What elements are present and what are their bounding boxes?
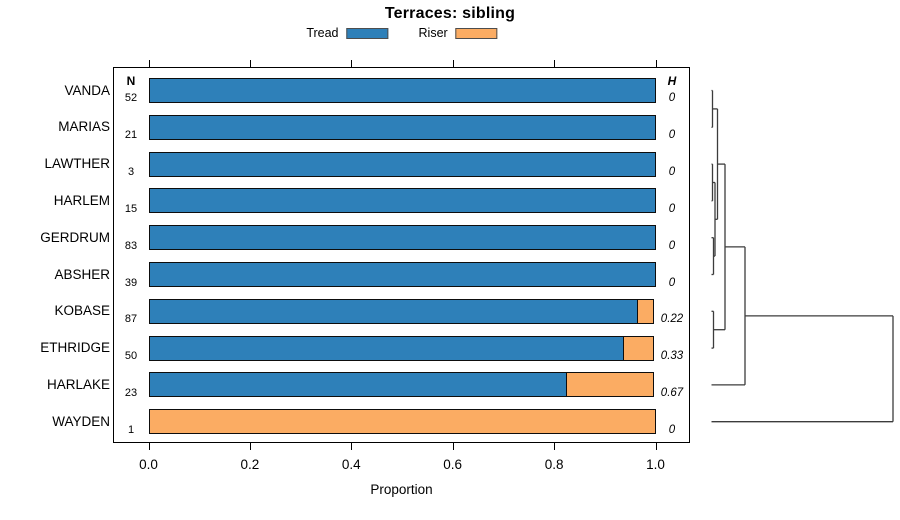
n-value: 23 bbox=[124, 386, 138, 399]
h-value: 0 bbox=[668, 239, 676, 252]
category-label-marias: MARIAS bbox=[58, 119, 110, 135]
stacked-bar-harlake bbox=[148, 372, 654, 398]
category-label-wayden: WAYDEN bbox=[52, 413, 110, 429]
axis-tick-top bbox=[452, 60, 454, 67]
h-value: 0.33 bbox=[660, 350, 684, 363]
n-value: 52 bbox=[124, 91, 138, 104]
plot-area-frame bbox=[113, 67, 690, 443]
legend: Tread Riser bbox=[306, 26, 498, 40]
axis-tick-bottom bbox=[554, 443, 556, 450]
category-label-absher: ABSHER bbox=[54, 266, 110, 282]
x-tick-label: 0.6 bbox=[443, 457, 463, 472]
n-value: 3 bbox=[127, 166, 135, 179]
category-label-gerdrum: GERDRUM bbox=[40, 229, 110, 245]
category-label-ethridge: ETHRIDGE bbox=[40, 340, 110, 356]
axis-tick-bottom bbox=[655, 443, 657, 450]
axis-tick-bottom bbox=[249, 443, 252, 450]
axis-tick-bottom bbox=[148, 443, 150, 450]
axis-tick-top bbox=[249, 60, 252, 67]
x-axis-title: Proportion bbox=[370, 482, 433, 497]
axis-tick-top bbox=[148, 60, 150, 67]
h-value: 0 bbox=[668, 129, 676, 142]
tread-segment bbox=[148, 262, 656, 287]
axis-tick-bottom bbox=[351, 443, 353, 450]
tread-segment bbox=[148, 225, 656, 251]
x-tick-label: 0.0 bbox=[139, 457, 158, 472]
tread-segment bbox=[148, 335, 626, 361]
x-tick-label: 1.0 bbox=[646, 457, 665, 472]
stacked-bar-ethridge bbox=[148, 335, 654, 361]
tread-segment bbox=[148, 151, 656, 177]
h-value: 0.22 bbox=[660, 313, 684, 326]
legend-item-tread: Tread bbox=[306, 26, 389, 40]
n-value: 21 bbox=[124, 129, 138, 142]
n-value: 15 bbox=[124, 202, 138, 215]
tread-segment bbox=[148, 372, 568, 398]
legend-swatch bbox=[455, 27, 498, 39]
category-label-kobase: KOBASE bbox=[54, 303, 110, 319]
category-label-vanda: VANDA bbox=[64, 82, 110, 98]
stacked-bar-gerdrum bbox=[148, 225, 656, 251]
h-value: 0 bbox=[668, 91, 676, 104]
x-tick-label: 0.8 bbox=[544, 457, 564, 472]
legend-swatch bbox=[346, 27, 389, 39]
riser-segment bbox=[623, 335, 654, 361]
riser-segment bbox=[636, 298, 654, 324]
legend-label: Tread bbox=[306, 26, 339, 40]
stacked-bar-vanda bbox=[148, 78, 656, 103]
n-value: 50 bbox=[124, 350, 138, 363]
axis-tick-top bbox=[351, 60, 353, 67]
tread-segment bbox=[148, 114, 656, 140]
stacked-bar-absher bbox=[148, 262, 656, 287]
h-value: 0 bbox=[668, 166, 676, 179]
x-tick-label: 0.2 bbox=[240, 457, 260, 472]
axis-tick-bottom bbox=[452, 443, 454, 450]
n-column-header: N bbox=[126, 73, 136, 88]
n-value: 83 bbox=[124, 239, 138, 252]
riser-segment bbox=[148, 409, 656, 435]
n-value: 87 bbox=[124, 313, 138, 326]
chart-title: Terraces: sibling bbox=[384, 5, 516, 22]
n-value: 39 bbox=[124, 276, 138, 289]
h-value: 0 bbox=[668, 423, 676, 436]
tread-segment bbox=[148, 188, 656, 214]
x-tick-label: 0.4 bbox=[341, 457, 361, 472]
h-value: 0 bbox=[668, 276, 676, 289]
category-label-harlem: HARLEM bbox=[53, 192, 110, 208]
tread-segment bbox=[148, 78, 656, 103]
h-value: 0.67 bbox=[660, 386, 684, 399]
riser-segment bbox=[565, 372, 654, 398]
tread-segment bbox=[148, 298, 639, 324]
h-column-header: H bbox=[667, 73, 677, 88]
stacked-bar-harlem bbox=[148, 188, 656, 214]
category-label-harlake: HARLAKE bbox=[46, 376, 110, 392]
legend-item-riser: Riser bbox=[419, 26, 498, 40]
axis-tick-top bbox=[554, 60, 556, 67]
axis-tick-top bbox=[655, 60, 657, 67]
category-label-lawther: LAWTHER bbox=[44, 156, 110, 172]
n-value: 1 bbox=[127, 423, 135, 436]
stacked-bar-lawther bbox=[148, 151, 656, 177]
h-value: 0 bbox=[668, 202, 676, 215]
stacked-bar-marias bbox=[148, 114, 656, 140]
legend-label: Riser bbox=[418, 26, 448, 40]
stacked-bar-kobase bbox=[148, 298, 654, 324]
stacked-bar-wayden bbox=[148, 409, 656, 435]
